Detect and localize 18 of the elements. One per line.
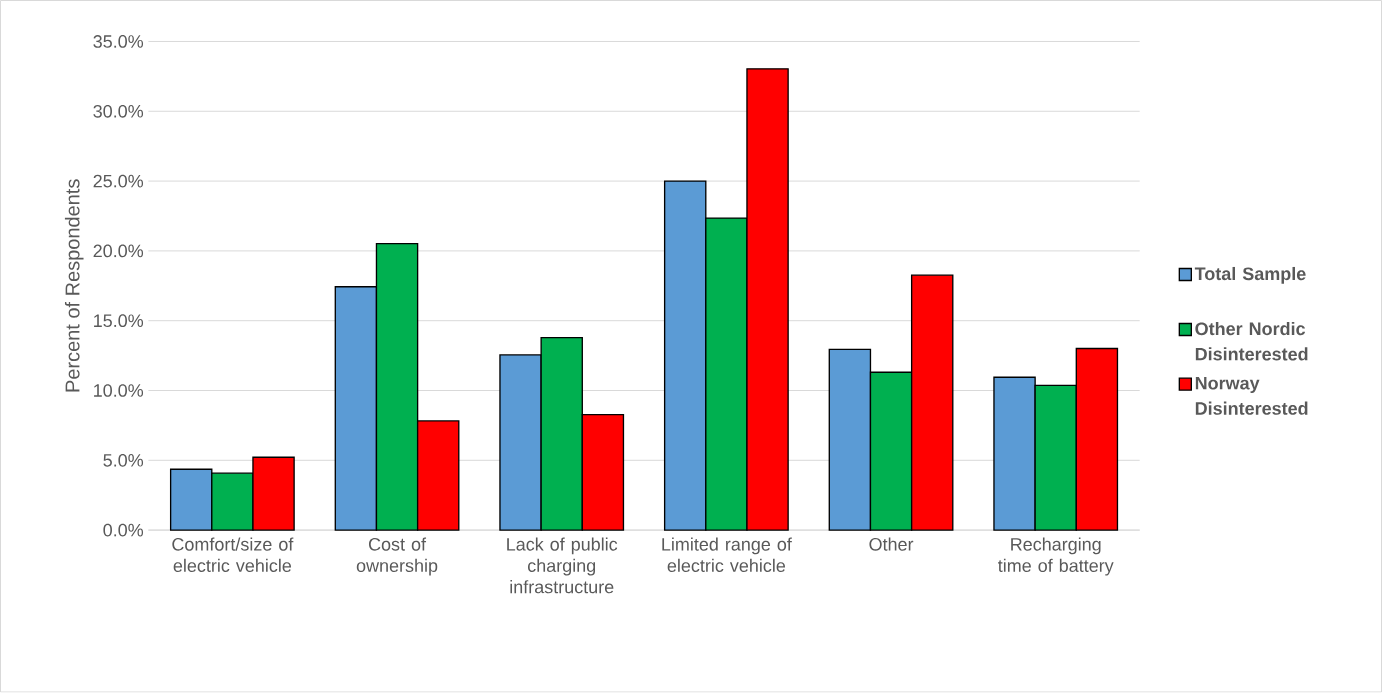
y-tick-label: 5.0% [103,454,144,467]
y-tick-label: 30.0% [93,105,144,118]
y-tick-label: 35.0% [93,35,144,49]
y-tick-label: 20.0% [93,244,144,258]
x-tick-label: Recharging time of battery [998,537,1114,576]
x-tick-label: Lack of public charging infrastructure [507,537,618,594]
y-axis-title: Percent of Respondents [64,179,84,392]
legend-label: Other Nordic Disinterested [1195,322,1308,361]
x-tick-label: Other [869,537,914,551]
x-tick-label: Comfort/size of electric vehicle [172,537,294,573]
y-tick-label: 10.0% [94,384,144,398]
y-tick-label: 25.0% [93,174,144,188]
x-tick-label: Cost of ownership [356,537,438,576]
legend-label: Norway Disinterested [1195,377,1308,416]
y-tick-label: 0.0% [103,524,144,537]
x-tick-label: Limited range of electric vehicle [662,537,792,573]
y-tick-label: 15.0% [94,314,144,328]
legend-label: Total Sample [1194,267,1306,284]
